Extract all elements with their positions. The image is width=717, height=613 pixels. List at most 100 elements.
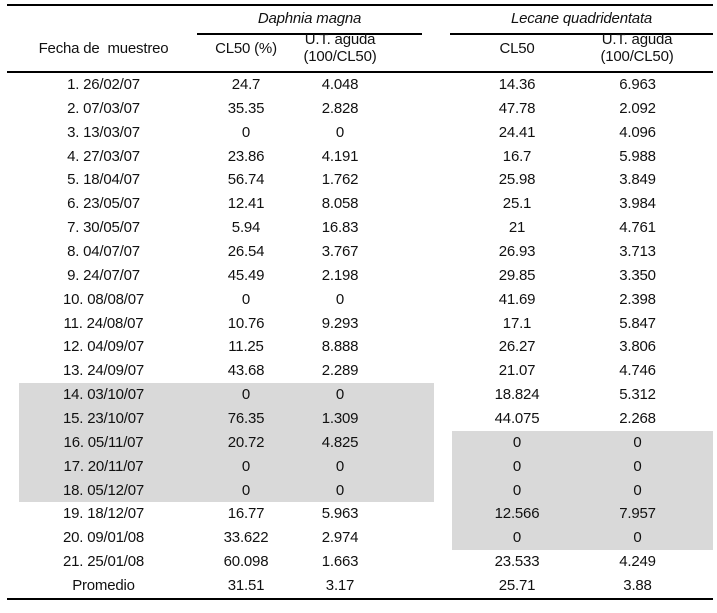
cell-lecane-cl50: 12.566 bbox=[443, 502, 580, 527]
cell-lecane-ut: 3.713 bbox=[619, 243, 656, 261]
cell-lecane-ut: 3.350 bbox=[619, 266, 656, 284]
cell-lecane-ut: 3.806 bbox=[619, 338, 656, 356]
table-row: Promedio 31.51 3.17 25.71 3.88 bbox=[7, 574, 713, 598]
lecane-group-header: Lecane quadridentata bbox=[510, 10, 653, 27]
cell-daphnia-ut: 0 bbox=[292, 383, 443, 408]
cell-daphnia-ut: 8.888 bbox=[321, 338, 359, 356]
cell-lecane-cl50: 25.98 bbox=[498, 171, 536, 189]
cell-daphnia-cl50: 12.41 bbox=[227, 195, 265, 213]
table-row: 3. 13/03/07 0 0 24.41 4.096 bbox=[7, 121, 713, 145]
cell-lecane-ut: 0 bbox=[580, 526, 713, 551]
cell-date: 6. 23/05/07 bbox=[67, 195, 140, 213]
cell-daphnia-cl50: 0 bbox=[200, 478, 292, 503]
cell-daphnia-ut: 4.191 bbox=[321, 147, 359, 165]
cell-daphnia-ut: 1.663 bbox=[321, 553, 359, 571]
cell-daphnia-cl50: 16.77 bbox=[227, 505, 265, 523]
cell-daphnia-cl50: 76.35 bbox=[200, 407, 292, 431]
table-row: 21. 25/01/08 60.098 1.663 23.533 4.249 bbox=[7, 550, 713, 574]
cell-date: 14. 03/10/07 bbox=[7, 383, 200, 408]
cell-daphnia-ut: 0 bbox=[292, 478, 443, 503]
header-line: (100/CL50) bbox=[600, 48, 674, 65]
lecane-ut-header: U.T. aguda (100/CL50) bbox=[580, 31, 694, 65]
cell-date: 1. 26/02/07 bbox=[67, 76, 140, 93]
cell-lecane-cl50: 44.075 bbox=[494, 410, 540, 428]
cell-date: Promedio bbox=[72, 577, 135, 595]
cell-daphnia-cl50: 5.94 bbox=[231, 219, 261, 237]
table-row: 15. 23/10/07 76.35 1.309 44.075 2.268 bbox=[7, 407, 713, 431]
daphnia-ut-header: U.T. aguda (100/CL50) bbox=[292, 31, 388, 65]
table-row: 16. 05/11/07 20.72 4.825 0 0 bbox=[7, 430, 713, 455]
cell-lecane-cl50: 17.1 bbox=[502, 314, 532, 332]
top-rule bbox=[7, 4, 713, 6]
cell-daphnia-cl50: 0 bbox=[241, 290, 251, 308]
cell-daphnia-ut: 9.293 bbox=[321, 314, 359, 332]
cell-lecane-cl50: 47.78 bbox=[498, 99, 536, 117]
lecane-underline bbox=[450, 33, 713, 35]
cell-date: 9. 24/07/07 bbox=[67, 266, 140, 284]
cell-lecane-ut: 2.398 bbox=[619, 290, 656, 308]
cell-daphnia-ut: 5.963 bbox=[321, 505, 359, 523]
cell-date: 19. 18/12/07 bbox=[62, 505, 144, 523]
daphnia-group-header: Daphnia magna bbox=[257, 10, 362, 27]
cell-lecane-cl50: 0 bbox=[443, 526, 580, 551]
cell-lecane-cl50: 14.36 bbox=[498, 76, 536, 93]
cell-daphnia-ut: 0 bbox=[335, 123, 345, 141]
cell-date: 15. 23/10/07 bbox=[7, 407, 200, 431]
cell-date: 17. 20/11/07 bbox=[7, 454, 200, 479]
cell-lecane-ut: 3.88 bbox=[623, 577, 652, 595]
header-line: U.T. aguda bbox=[304, 31, 376, 48]
cell-lecane-ut: 3.984 bbox=[619, 195, 656, 213]
cell-lecane-cl50: 0 bbox=[443, 478, 580, 503]
date-column-header: Fecha de muestreo bbox=[38, 40, 169, 57]
table-row: 13. 24/09/07 43.68 2.289 21.07 4.746 bbox=[7, 359, 713, 383]
cell-daphnia-cl50: 10.76 bbox=[227, 314, 265, 332]
cell-daphnia-ut: 3.17 bbox=[325, 577, 355, 595]
cell-daphnia-cl50: 20.72 bbox=[200, 430, 292, 455]
cell-daphnia-ut: 8.058 bbox=[321, 195, 359, 213]
cell-lecane-cl50: 16.7 bbox=[502, 147, 532, 165]
cell-lecane-cl50: 0 bbox=[443, 454, 580, 479]
cell-date: 20. 09/01/08 bbox=[62, 529, 144, 547]
cell-date: 21. 25/01/08 bbox=[62, 553, 144, 571]
cell-daphnia-cl50: 31.51 bbox=[227, 577, 265, 595]
cell-date: 10. 08/08/07 bbox=[62, 290, 144, 308]
cell-date: 3. 13/03/07 bbox=[67, 123, 140, 141]
cell-lecane-cl50: 41.69 bbox=[498, 290, 536, 308]
cell-date: 8. 04/07/07 bbox=[67, 243, 140, 261]
cell-lecane-cl50: 21 bbox=[508, 219, 526, 237]
header-bottom-rule bbox=[7, 71, 713, 73]
cell-daphnia-ut: 4.825 bbox=[292, 430, 443, 455]
cell-date: 5. 18/04/07 bbox=[67, 171, 140, 189]
cell-daphnia-cl50: 60.098 bbox=[223, 553, 269, 571]
cell-date: 11. 24/08/07 bbox=[63, 314, 144, 332]
cell-daphnia-cl50: 23.86 bbox=[227, 147, 265, 165]
cell-daphnia-cl50: 0 bbox=[200, 383, 292, 408]
daphnia-cl50-header: CL50 (%) bbox=[215, 40, 277, 57]
cell-lecane-cl50: 26.93 bbox=[498, 243, 536, 261]
table-row: 8. 04/07/07 26.54 3.767 26.93 3.713 bbox=[7, 240, 713, 264]
cell-daphnia-cl50: 24.7 bbox=[231, 76, 261, 93]
cell-lecane-ut: 2.092 bbox=[619, 99, 656, 117]
cell-lecane-ut: 0 bbox=[580, 430, 713, 455]
cell-daphnia-ut: 1.309 bbox=[292, 407, 443, 431]
table-row: 17. 20/11/07 0 0 0 0 bbox=[7, 454, 713, 479]
cell-daphnia-ut: 2.198 bbox=[321, 266, 359, 284]
cell-daphnia-ut: 2.289 bbox=[321, 362, 359, 380]
cell-lecane-cl50: 25.1 bbox=[502, 195, 532, 213]
lecane-cl50-header: CL50 bbox=[499, 40, 535, 57]
cell-lecane-cl50: 25.71 bbox=[498, 577, 536, 595]
cell-lecane-ut: 2.268 bbox=[619, 410, 656, 428]
cell-daphnia-ut: 4.048 bbox=[321, 76, 359, 93]
cell-lecane-ut: 4.249 bbox=[619, 553, 656, 571]
table-row: 5. 18/04/07 56.74 1.762 25.98 3.849 bbox=[7, 168, 713, 192]
cell-lecane-ut: 6.963 bbox=[619, 76, 656, 93]
cell-daphnia-ut: 0 bbox=[292, 454, 443, 479]
cell-daphnia-ut: 1.762 bbox=[321, 171, 359, 189]
table-row: 18. 05/12/07 0 0 0 0 bbox=[7, 478, 713, 503]
cell-date: 13. 24/09/07 bbox=[62, 362, 144, 380]
cell-daphnia-cl50: 0 bbox=[241, 123, 251, 141]
cell-daphnia-cl50: 56.74 bbox=[227, 171, 265, 189]
cell-daphnia-cl50: 43.68 bbox=[227, 362, 265, 380]
cell-lecane-cl50: 21.07 bbox=[498, 362, 536, 380]
